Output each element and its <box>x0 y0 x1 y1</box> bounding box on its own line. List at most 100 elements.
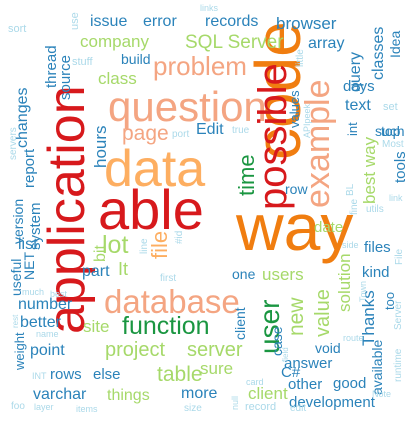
word-stuff: stuff <box>72 56 93 68</box>
word-number: number <box>18 296 73 313</box>
word-hours: hours <box>91 125 110 168</box>
word-question: question <box>108 83 267 130</box>
word-client-green: client <box>248 384 288 403</box>
word-weight: weight <box>12 332 27 370</box>
word-file-light: File <box>394 248 405 265</box>
word-value: value <box>312 289 334 337</box>
word-site: site <box>83 317 110 336</box>
word-available: available <box>369 339 385 395</box>
word-idea: Idea <box>387 30 403 58</box>
word-fine: fine <box>349 198 360 215</box>
word-rows: rows <box>50 366 82 383</box>
word-port: port <box>172 129 190 140</box>
word-time: time <box>234 154 259 196</box>
word-top: top <box>381 123 401 139</box>
word-browser: browser <box>276 14 337 33</box>
word-project: project <box>105 339 166 361</box>
word-much: much <box>22 287 45 297</box>
word-better: better <box>20 314 61 331</box>
word-answer: answer <box>284 355 333 372</box>
word-list: list <box>18 236 38 253</box>
word-able: able <box>98 178 204 241</box>
word-row: row <box>285 181 308 197</box>
word-other: other <box>288 376 323 393</box>
word-bit: bit <box>92 245 109 262</box>
word-function: function <box>122 312 210 340</box>
word-set: set <box>383 101 398 113</box>
word-items: items <box>76 404 98 414</box>
word-rest: rest <box>11 314 20 328</box>
word-client-blue: client <box>232 307 248 340</box>
word-route: route <box>343 333 364 343</box>
word-side: side <box>342 240 359 250</box>
word-apipeek: APIpeek <box>302 103 312 138</box>
word-users: users <box>262 265 304 284</box>
word-page: page <box>122 122 169 145</box>
word-report: report <box>21 148 38 188</box>
word-sql-server: SQL Server <box>185 32 284 53</box>
word-servers: servers <box>8 127 19 160</box>
word-net: NET <box>21 252 37 280</box>
word-csharp: C# <box>281 364 301 381</box>
word-sort: sort <box>8 23 27 35</box>
word-size: size <box>184 403 202 414</box>
word-new: new <box>285 297 308 336</box>
word-edit-light: edit <box>290 403 307 414</box>
word-runtime: runtime <box>393 348 404 382</box>
word-foo: foo <box>11 401 25 412</box>
word-records: records <box>205 13 259 30</box>
word-such: such <box>375 123 405 139</box>
word-tools: tools <box>392 151 409 183</box>
word-null: null <box>230 395 240 410</box>
word-lot: lot <box>102 231 129 259</box>
word-line: line <box>139 238 150 254</box>
word-things: things <box>107 387 150 404</box>
word-record: record <box>245 401 277 413</box>
word-utils: utils <box>366 204 384 215</box>
word-sure: sure <box>200 359 234 378</box>
word-server-light: Server <box>393 300 404 330</box>
word-else: else <box>93 366 121 383</box>
word-use: use <box>69 12 81 30</box>
word-company: company <box>80 32 149 51</box>
word-table: table <box>157 363 203 386</box>
word-town: Town <box>358 280 368 302</box>
word-true: true <box>232 125 250 136</box>
word-server: server <box>187 339 243 361</box>
word-little: little <box>295 49 306 67</box>
word-database: database <box>104 283 240 320</box>
word-data: data <box>104 140 206 198</box>
word-it: It <box>118 259 129 279</box>
word-hash-id: #id <box>174 230 185 244</box>
word-card: card <box>246 377 264 387</box>
word-point: point <box>30 342 65 359</box>
word-first: first <box>160 273 177 284</box>
word-error: error <box>143 13 177 30</box>
word-good: good <box>333 375 367 392</box>
word-edit: Edit <box>196 121 224 138</box>
word-part: part <box>82 263 110 280</box>
word-values: values <box>287 90 302 128</box>
word-file: file <box>147 230 172 259</box>
word-varchar: varchar <box>33 386 87 403</box>
word-int-upper: INT <box>32 371 47 381</box>
word-source: source <box>57 54 74 100</box>
word-way: way <box>236 190 354 264</box>
word-note: Note <box>372 389 392 399</box>
word-name: name <box>36 329 59 339</box>
word-kind: kind <box>362 264 390 281</box>
word-bl: BL <box>345 183 356 196</box>
word-issue: issue <box>90 13 128 30</box>
word-one: one <box>232 266 256 282</box>
word-build: build <box>121 51 151 67</box>
word-layer: layer <box>34 402 54 412</box>
word-files: files <box>364 239 391 256</box>
word-class: class <box>98 69 137 88</box>
word-void: void <box>315 340 341 356</box>
word-date: date <box>314 219 344 236</box>
word-best-way: best way <box>360 136 379 204</box>
word-days: days <box>343 78 375 95</box>
word-classes: classes <box>370 26 387 80</box>
word-development: development <box>289 394 375 411</box>
